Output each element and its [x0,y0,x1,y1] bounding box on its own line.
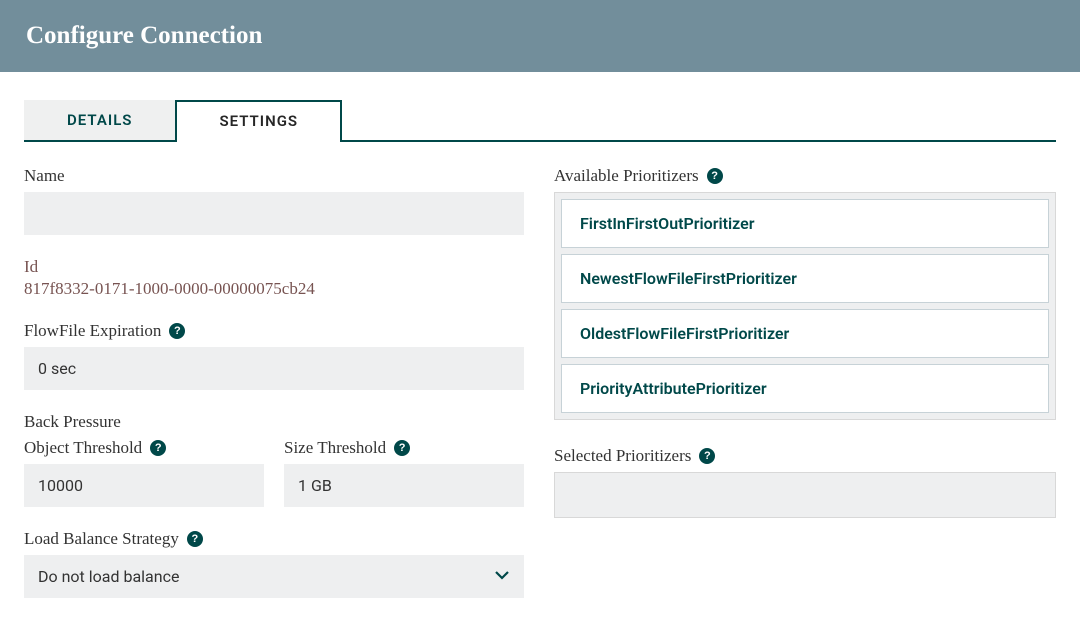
tab-settings[interactable]: SETTINGS [175,100,342,142]
size-threshold-group: Size Threshold ? [284,438,524,507]
backpressure-heading: Back Pressure [24,412,524,432]
load-balance-label-text: Load Balance Strategy [24,529,179,549]
tab-details[interactable]: DETAILS [24,100,175,140]
selected-prioritizers-label-text: Selected Prioritizers [554,446,691,466]
size-threshold-input[interactable] [284,464,524,507]
size-threshold-label-text: Size Threshold [284,438,386,458]
selected-prioritizers-group: Selected Prioritizers ? [554,446,1056,518]
backpressure-row: Object Threshold ? Size Threshold ? [24,438,524,529]
available-prioritizers-panel[interactable]: FirstInFirstOutPrioritizer NewestFlowFil… [554,192,1056,420]
name-input[interactable] [24,192,524,235]
help-icon[interactable]: ? [707,168,723,184]
object-threshold-label-text: Object Threshold [24,438,142,458]
expiration-input[interactable] [24,347,524,390]
load-balance-select-wrapper [24,555,524,598]
selected-prioritizers-label: Selected Prioritizers ? [554,446,1056,466]
right-column: Available Prioritizers ? FirstInFirstOut… [554,166,1056,620]
dialog-content: DETAILS SETTINGS Name Id 817f8332-0171-1… [0,72,1080,640]
prioritizer-item[interactable]: NewestFlowFileFirstPrioritizer [561,254,1049,303]
help-icon[interactable]: ? [169,323,185,339]
object-threshold-group: Object Threshold ? [24,438,264,507]
help-icon[interactable]: ? [150,440,166,456]
load-balance-group: Load Balance Strategy ? [24,529,524,598]
left-column: Name Id 817f8332-0171-1000-0000-00000075… [24,166,524,620]
expiration-label-text: FlowFile Expiration [24,321,161,341]
selected-prioritizers-panel[interactable] [554,472,1056,518]
name-label: Name [24,166,524,186]
id-label: Id [24,257,524,277]
available-prioritizers-label: Available Prioritizers ? [554,166,1056,186]
help-icon[interactable]: ? [394,440,410,456]
id-value: 817f8332-0171-1000-0000-00000075cb24 [24,279,524,299]
help-icon[interactable]: ? [699,448,715,464]
expiration-label: FlowFile Expiration ? [24,321,524,341]
dialog-title: Configure Connection [26,22,1054,50]
available-prioritizers-label-text: Available Prioritizers [554,166,699,186]
available-prioritizers-group: Available Prioritizers ? FirstInFirstOut… [554,166,1056,420]
size-threshold-label: Size Threshold ? [284,438,524,458]
name-group: Name [24,166,524,235]
help-icon[interactable]: ? [187,531,203,547]
prioritizer-item[interactable]: OldestFlowFileFirstPrioritizer [561,309,1049,358]
expiration-group: FlowFile Expiration ? [24,321,524,390]
tab-bar: DETAILS SETTINGS [24,100,1056,142]
dialog-header: Configure Connection [0,0,1080,72]
prioritizer-item[interactable]: PriorityAttributePrioritizer [561,364,1049,413]
prioritizer-item[interactable]: FirstInFirstOutPrioritizer [561,199,1049,248]
object-threshold-input[interactable] [24,464,264,507]
object-threshold-label: Object Threshold ? [24,438,264,458]
id-group: Id 817f8332-0171-1000-0000-00000075cb24 [24,257,524,299]
settings-grid: Name Id 817f8332-0171-1000-0000-00000075… [24,166,1056,620]
load-balance-label: Load Balance Strategy ? [24,529,524,549]
load-balance-select[interactable] [24,555,524,598]
backpressure-label: Back Pressure [24,412,524,432]
